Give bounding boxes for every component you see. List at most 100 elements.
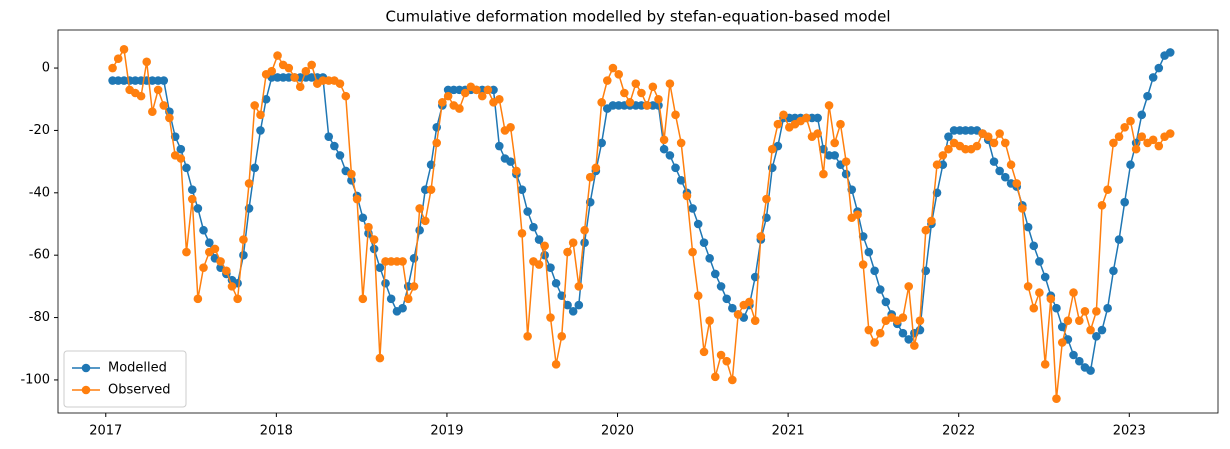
series-marker [1103, 303, 1112, 313]
series-marker [347, 169, 356, 179]
series-marker [119, 45, 129, 54]
series-marker [574, 300, 584, 310]
series-marker [688, 247, 697, 257]
series-marker [875, 328, 885, 338]
series-marker [187, 185, 197, 194]
series-marker [330, 141, 339, 151]
series-marker [728, 303, 737, 313]
series-marker [375, 263, 385, 272]
series-marker [358, 213, 368, 223]
series-marker [381, 278, 390, 288]
series-marker [369, 235, 379, 244]
series-marker [1103, 185, 1112, 194]
series-marker [1131, 144, 1141, 154]
series-marker [409, 282, 419, 291]
series-marker [597, 98, 606, 107]
series-marker [989, 138, 999, 148]
series-marker [142, 57, 152, 67]
series-marker [495, 94, 504, 104]
series-marker [1029, 303, 1039, 313]
series-marker [585, 172, 595, 182]
series-marker [1040, 360, 1050, 369]
series-marker [1120, 197, 1129, 207]
series-marker [455, 104, 464, 113]
series-marker [523, 207, 532, 216]
series-marker [335, 79, 345, 88]
series-marker [750, 316, 760, 325]
series-marker [904, 282, 914, 291]
series-marker [944, 132, 953, 141]
series-marker [210, 244, 220, 254]
series-marker [364, 222, 373, 232]
series-marker [676, 138, 686, 148]
series-marker [1023, 222, 1033, 232]
series-marker [523, 331, 532, 341]
series-marker [205, 238, 214, 248]
series-marker [580, 238, 589, 248]
series-marker [983, 132, 993, 141]
series-marker [779, 110, 788, 120]
series-marker [267, 66, 277, 76]
series-marker [284, 63, 294, 73]
series-marker [648, 82, 658, 92]
series-marker [438, 98, 447, 107]
series-marker [921, 225, 931, 235]
series-marker [153, 85, 163, 95]
series-marker [1000, 172, 1010, 182]
series-marker [813, 113, 822, 123]
series-marker [551, 278, 561, 288]
series-marker [665, 79, 675, 88]
series-marker [1075, 356, 1084, 366]
series-marker [608, 63, 618, 73]
series-marker [1092, 331, 1101, 341]
series-marker [756, 232, 766, 241]
series-marker [529, 222, 538, 232]
series-marker [870, 266, 879, 276]
series-marker [290, 73, 299, 82]
series-marker [767, 144, 777, 154]
series-marker [938, 151, 948, 160]
series-marker [802, 113, 811, 123]
series-marker [1075, 316, 1084, 325]
series-marker [415, 204, 424, 213]
x-tick-label: 2020 [601, 424, 634, 439]
series-marker [733, 310, 743, 319]
series-marker [239, 250, 248, 260]
series-marker [830, 151, 839, 160]
series-marker [159, 101, 169, 110]
series-marker [113, 54, 123, 63]
series-marker [568, 307, 578, 316]
series-marker [199, 225, 208, 235]
series-marker [591, 163, 601, 173]
series-marker [864, 325, 874, 335]
x-tick-label: 2021 [772, 424, 805, 439]
series-marker [250, 163, 259, 173]
series-marker [534, 235, 544, 244]
series-marker [1029, 241, 1039, 251]
series-marker [409, 254, 419, 263]
series-marker [1069, 350, 1078, 360]
series-marker [710, 269, 720, 279]
series-marker [927, 216, 936, 226]
series-marker [472, 85, 481, 95]
series-marker [665, 151, 675, 160]
series-marker [699, 347, 709, 357]
series-marker [637, 88, 646, 98]
series-marker [1052, 303, 1061, 313]
series-marker [233, 294, 242, 304]
series-marker [693, 291, 703, 301]
series-marker [227, 282, 237, 291]
series-marker [870, 338, 879, 347]
series-marker [932, 160, 942, 170]
series-marker [659, 144, 669, 154]
series-marker [642, 101, 652, 110]
series-marker [1120, 123, 1129, 132]
series-marker [693, 219, 703, 229]
series-marker [335, 151, 345, 160]
series-marker [460, 88, 470, 98]
series-marker [1109, 266, 1118, 276]
series-marker [722, 294, 732, 304]
series-marker [602, 76, 612, 85]
series-marker [762, 194, 771, 204]
series-marker [944, 144, 953, 154]
